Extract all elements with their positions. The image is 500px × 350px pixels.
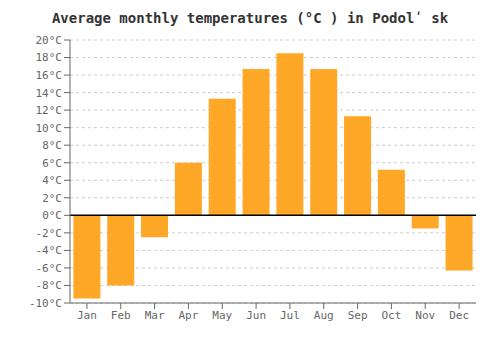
svg-text:12°C: 12°C — [36, 104, 63, 117]
svg-text:16°C: 16°C — [36, 69, 63, 82]
svg-text:2°C: 2°C — [42, 192, 62, 205]
svg-text:10°C: 10°C — [36, 122, 63, 135]
svg-text:18°C: 18°C — [36, 51, 63, 64]
svg-text:Mar: Mar — [145, 309, 165, 322]
svg-text:Apr: Apr — [178, 309, 198, 322]
svg-text:6°C: 6°C — [42, 157, 62, 170]
svg-text:-10°C: -10°C — [29, 297, 62, 310]
svg-text:Jun: Jun — [246, 309, 266, 322]
svg-text:4°C: 4°C — [42, 174, 62, 187]
svg-text:May: May — [212, 309, 232, 322]
svg-text:Sep: Sep — [348, 309, 368, 322]
svg-text:-4°C: -4°C — [36, 244, 63, 257]
svg-text:Oct: Oct — [381, 309, 401, 322]
svg-text:Feb: Feb — [111, 309, 131, 322]
svg-text:Nov: Nov — [415, 309, 435, 322]
svg-text:-2°C: -2°C — [36, 227, 63, 240]
svg-text:Jan: Jan — [77, 309, 97, 322]
svg-text:Aug: Aug — [314, 309, 334, 322]
svg-text:-6°C: -6°C — [36, 262, 63, 275]
svg-text:14°C: 14°C — [36, 87, 63, 100]
svg-text:8°C: 8°C — [42, 139, 62, 152]
svg-text:20°C: 20°C — [36, 34, 63, 47]
svg-text:-8°C: -8°C — [36, 279, 63, 292]
svg-text:0°C: 0°C — [42, 209, 62, 222]
html-text:Average monthly temperatures (: Average monthly temperatures (°C ) in Po… — [51, 10, 449, 26]
svg-text:Jul: Jul — [280, 309, 300, 322]
svg-text:Dec: Dec — [449, 309, 469, 322]
